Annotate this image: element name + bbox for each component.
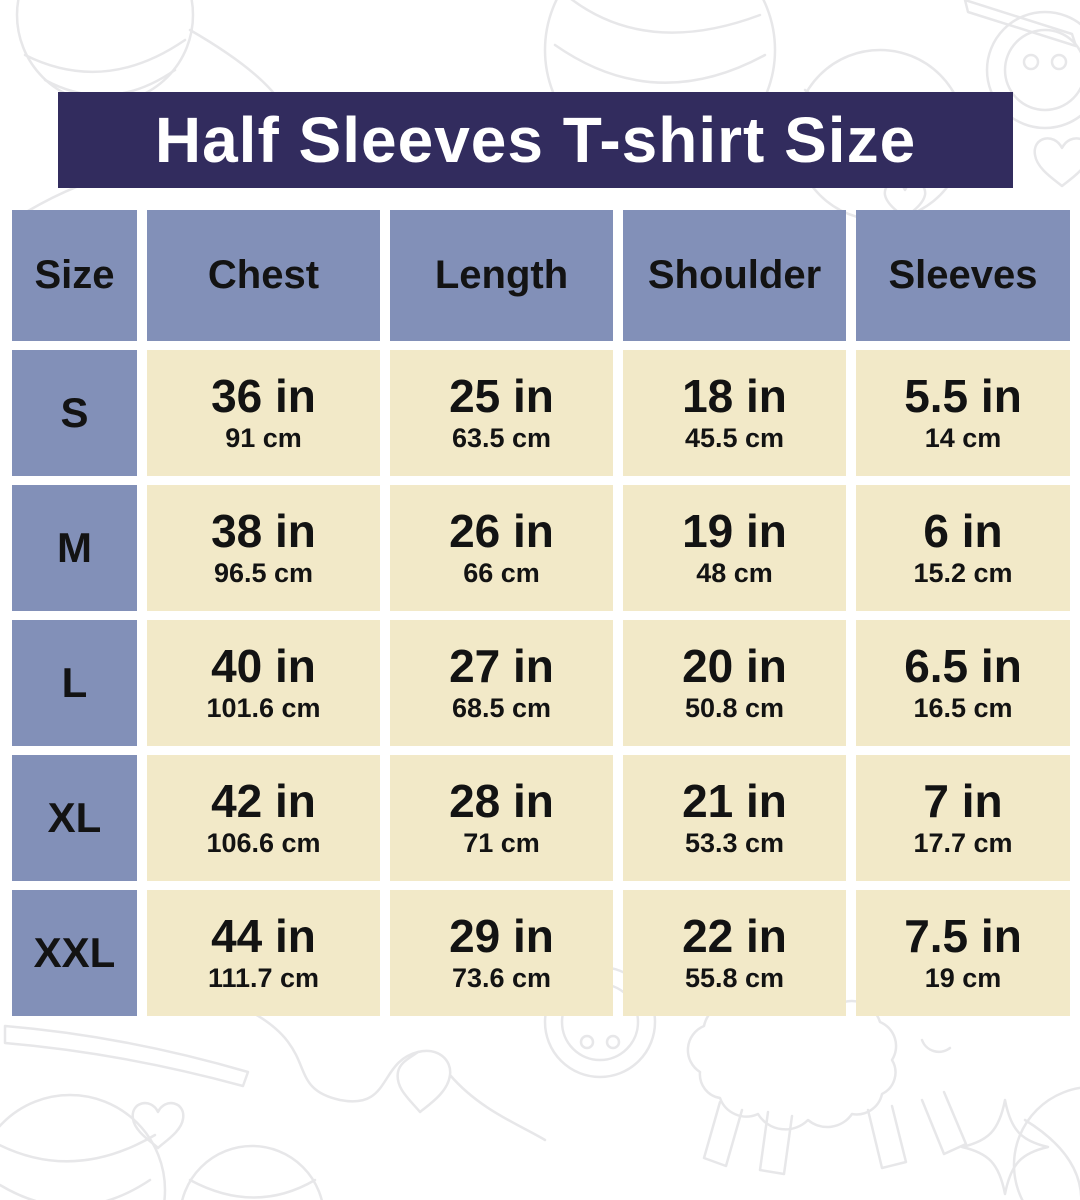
cell-s-sleeves: 5.5 in 14 cm [856,350,1070,476]
cell-l-sleeves: 6.5 in 16.5 cm [856,620,1070,746]
row-label-xxl: XXL [12,890,137,1016]
cell-xl-chest: 42 in 106.6 cm [147,755,380,881]
cell-xl-shoulder: 21 in 53.3 cm [623,755,846,881]
yarn-ball-icon [1012,1086,1080,1200]
heart-icon [1033,137,1080,188]
column-header-chest: Chest [147,210,380,341]
sparkle-icon [960,1098,1050,1196]
cm-value: 45.5 cm [684,423,785,454]
cm-value: 101.6 cm [206,693,321,724]
inches-value: 28 in [449,774,554,827]
column-header-shoulder: Shoulder [623,210,846,341]
cm-value: 106.6 cm [206,828,321,859]
cm-value: 50.8 cm [684,693,785,724]
row-label-m: M [12,485,137,611]
title-banner: Half Sleeves T-shirt Size [58,92,1013,188]
cm-value: 91 cm [225,423,302,454]
cm-value: 68.5 cm [451,693,552,724]
cell-xxl-shoulder: 22 in 55.8 cm [623,890,846,1016]
cm-value: 55.8 cm [684,963,785,994]
cm-value: 53.3 cm [684,828,785,859]
inches-value: 18 in [682,369,787,422]
yarn-ball-icon [181,1144,323,1200]
inches-value: 7.5 in [904,909,1022,962]
row-label-s: S [12,350,137,476]
cm-value: 48 cm [696,558,773,589]
cm-value: 111.7 cm [207,963,320,994]
size-chart-table: Size Chest Length Shoulder Sleeves S 36 … [12,210,1070,1016]
inches-value: 25 in [449,369,554,422]
cm-value: 73.6 cm [451,963,552,994]
cell-xl-sleeves: 7 in 17.7 cm [856,755,1070,881]
cell-s-chest: 36 in 91 cm [147,350,380,476]
inches-value: 27 in [449,639,554,692]
cell-l-length: 27 in 68.5 cm [390,620,613,746]
inches-value: 22 in [682,909,787,962]
inches-value: 42 in [211,774,316,827]
yarn-string-heart-icon [253,1012,547,1142]
cm-value: 66 cm [463,558,540,589]
cell-s-shoulder: 18 in 45.5 cm [623,350,846,476]
cell-m-sleeves: 6 in 15.2 cm [856,485,1070,611]
inches-value: 21 in [682,774,787,827]
row-label-l: L [12,620,137,746]
cm-value: 15.2 cm [913,558,1013,589]
heart-icon [131,1101,185,1150]
column-header-size: Size [12,210,137,341]
inches-value: 6 in [923,504,1003,557]
inches-value: 38 in [211,504,316,557]
button-icon [985,10,1080,130]
yarn-ball-icon [0,1093,167,1200]
cell-s-length: 25 in 63.5 cm [390,350,613,476]
row-label-xl: XL [12,755,137,881]
cell-xxl-chest: 44 in 111.7 cm [147,890,380,1016]
cm-value: 17.7 cm [913,828,1013,859]
cm-value: 16.5 cm [913,693,1013,724]
cm-value: 71 cm [463,828,540,859]
inches-value: 5.5 in [904,369,1022,422]
cell-m-chest: 38 in 96.5 cm [147,485,380,611]
cell-l-chest: 40 in 101.6 cm [147,620,380,746]
needle-icon [3,1024,250,1088]
needle-icon [963,0,1078,48]
cell-xxl-length: 29 in 73.6 cm [390,890,613,1016]
cell-l-shoulder: 20 in 50.8 cm [623,620,846,746]
inches-value: 26 in [449,504,554,557]
inches-value: 36 in [211,369,316,422]
inches-value: 6.5 in [904,639,1022,692]
cm-value: 14 cm [924,423,1002,454]
inches-value: 20 in [682,639,787,692]
inches-value: 29 in [449,909,554,962]
cell-xxl-sleeves: 7.5 in 19 cm [856,890,1070,1016]
cell-m-length: 26 in 66 cm [390,485,613,611]
cm-value: 96.5 cm [213,558,314,589]
column-header-sleeves: Sleeves [856,210,1070,341]
cm-value: 19 cm [924,963,1002,994]
inches-value: 19 in [682,504,787,557]
cm-value: 63.5 cm [451,423,552,454]
cell-m-shoulder: 19 in 48 cm [623,485,846,611]
inches-value: 40 in [211,639,316,692]
page-title: Half Sleeves T-shirt Size [154,104,917,176]
inches-value: 7 in [923,774,1003,827]
column-header-length: Length [390,210,613,341]
inches-value: 44 in [211,909,316,962]
cell-xl-length: 28 in 71 cm [390,755,613,881]
